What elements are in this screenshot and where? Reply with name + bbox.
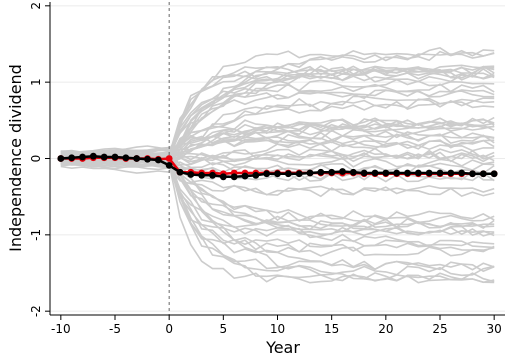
black-series-point (176, 168, 184, 176)
black-series-point (241, 172, 249, 180)
x-tick-label: -10 (51, 322, 71, 336)
black-series-point (339, 168, 346, 175)
black-series-point (187, 171, 195, 178)
black-series-point (198, 171, 206, 179)
black-series-point (89, 152, 97, 160)
placebo-line (60, 133, 495, 155)
x-tick-label: -5 (109, 322, 121, 336)
black-series-point (122, 154, 130, 162)
black-series-point (295, 170, 303, 178)
black-series-point (306, 169, 314, 177)
y-axis-title: Independence dividend (6, 64, 25, 252)
y-tick-label: -2 (29, 305, 43, 317)
black-series-point (317, 168, 325, 176)
black-series-point (469, 170, 476, 178)
red-series-point (165, 155, 173, 162)
black-series-point (133, 155, 141, 162)
y-tick-label: 0 (29, 155, 43, 163)
black-series-point (165, 161, 173, 169)
black-series-point (371, 169, 379, 177)
black-series-point (230, 173, 238, 181)
x-tick-label: 20 (378, 322, 393, 336)
black-series-point (144, 155, 151, 163)
x-tick-label: 5 (220, 322, 228, 336)
black-series-point (414, 169, 422, 177)
data-series (57, 152, 498, 181)
black-series-point (349, 168, 357, 176)
y-tick-label: 2 (29, 2, 43, 10)
black-series-point (263, 170, 271, 178)
x-tick-label: 15 (324, 322, 339, 336)
x-axis-title: Year (265, 338, 300, 357)
placebo-lines (60, 47, 495, 284)
x-tick-label: 0 (165, 322, 173, 336)
placebo-line (60, 145, 495, 277)
y-tick-label: -1 (29, 229, 43, 241)
x-tick-label: 25 (432, 322, 447, 336)
black-series-point (111, 153, 119, 161)
black-series-point (100, 153, 108, 161)
placebo-line (60, 139, 495, 158)
black-series-point (490, 170, 498, 178)
black-series-point (479, 170, 487, 178)
black-series-point (252, 171, 260, 179)
placebo-line (60, 160, 495, 239)
placebo-line (60, 163, 495, 196)
black-series-point (209, 171, 216, 179)
black-series-point (404, 169, 411, 177)
black-series-point (458, 169, 466, 177)
black-series-point (447, 169, 455, 177)
black-series-point (425, 169, 433, 177)
black-series-point (57, 155, 65, 162)
black-series-point (68, 154, 76, 162)
black-series-point (154, 156, 162, 164)
placebo-line (60, 151, 495, 284)
black-series-point (436, 169, 444, 177)
black-series-point (284, 170, 292, 178)
black-series-point (393, 169, 401, 177)
black-series-point (79, 153, 86, 161)
black-series-point (382, 169, 390, 177)
black-series-point (219, 173, 227, 181)
placebo-line (60, 83, 495, 166)
y-tick-label: 1 (29, 78, 43, 86)
placebo-line (60, 153, 495, 273)
black-series-point (328, 168, 336, 176)
x-tick-label: 30 (487, 322, 502, 336)
x-tick-label: 10 (270, 322, 285, 336)
black-series-point (360, 169, 368, 177)
black-series-point (274, 170, 281, 178)
